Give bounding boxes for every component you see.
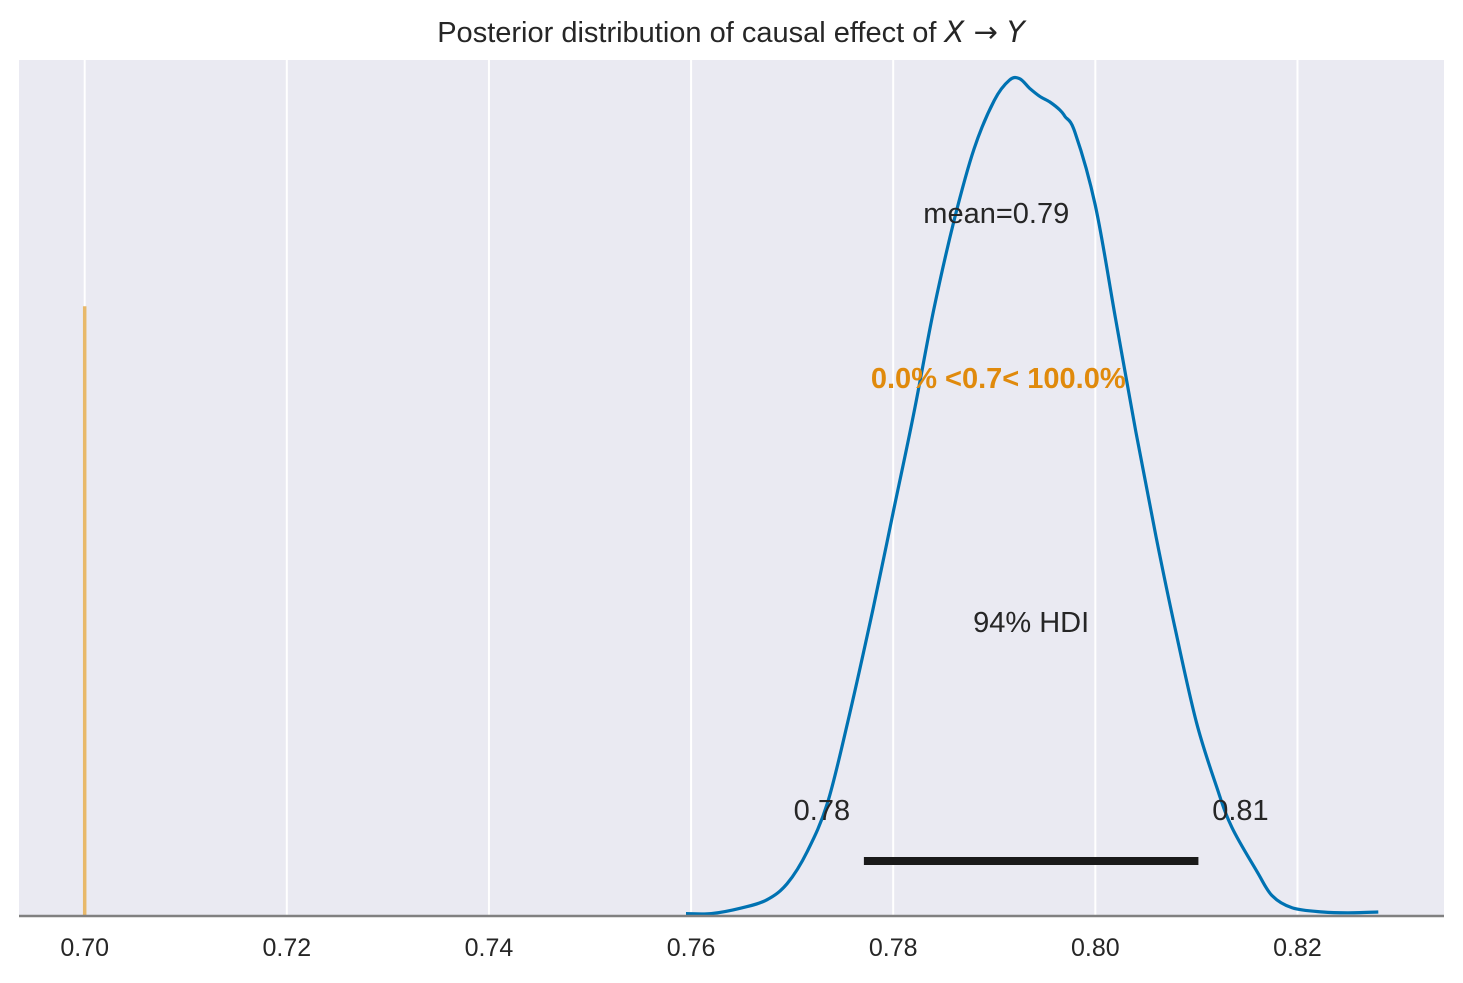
posterior-density-curve [685, 75, 1379, 916]
mean-label: mean=0.79 [923, 198, 1069, 230]
chart-title-text: Posterior distribution of causal effect … [437, 17, 944, 49]
x-tick-label: 0.74 [465, 934, 514, 962]
annotations: mean=0.79 0.0% <0.7< 100.0% 94% HDI 0.78… [794, 198, 1269, 827]
chart-title: Posterior distribution of causal effect … [437, 15, 1027, 49]
hdi-probability-label: 94% HDI [973, 607, 1089, 639]
reference-value-label: 0.0% <0.7< 100.0% [871, 363, 1126, 395]
chart-title-math: X → Y [942, 15, 1027, 49]
x-axis-ticks: 0.70 0.72 0.74 0.76 0.78 0.80 0.82 [60, 934, 1321, 962]
hdi-lower-label: 0.78 [794, 795, 850, 827]
x-tick-label: 0.76 [667, 934, 716, 962]
plot-background [19, 60, 1444, 916]
x-tick-label: 0.78 [869, 934, 918, 962]
hdi-upper-label: 0.81 [1212, 795, 1268, 827]
x-tick-label: 0.82 [1273, 934, 1322, 962]
x-tick-label: 0.80 [1071, 934, 1120, 962]
x-tick-label: 0.70 [60, 934, 109, 962]
x-tick-label: 0.72 [262, 934, 311, 962]
